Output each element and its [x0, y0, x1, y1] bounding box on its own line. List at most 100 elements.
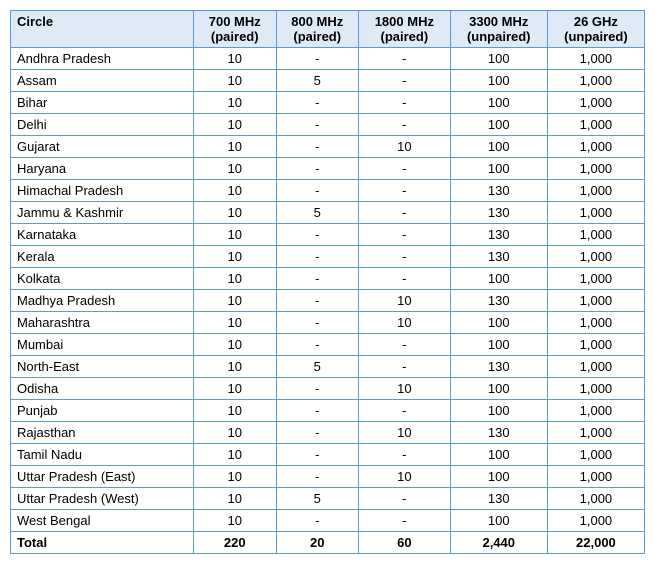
cell-800: - [276, 158, 359, 180]
cell-26: 1,000 [547, 488, 644, 510]
cell-800: - [276, 246, 359, 268]
table-row: Himachal Pradesh10--1301,000 [11, 180, 645, 202]
cell-26: 1,000 [547, 180, 644, 202]
cell-1800: - [359, 92, 451, 114]
col-header-3300-sub: (unpaired) [457, 29, 541, 44]
cell-1800: - [359, 444, 451, 466]
col-header-circle: Circle [11, 11, 194, 48]
cell-700: 10 [194, 136, 277, 158]
table-row: Maharashtra10-101001,000 [11, 312, 645, 334]
cell-1800: 10 [359, 312, 451, 334]
cell-26: 1,000 [547, 224, 644, 246]
circle-name: Odisha [11, 378, 194, 400]
cell-700: 10 [194, 510, 277, 532]
cell-700: 10 [194, 268, 277, 290]
cell-700: 10 [194, 334, 277, 356]
col-header-700-sub: (paired) [200, 29, 270, 44]
cell-800: - [276, 180, 359, 202]
header-row: Circle 700 MHz (paired) 800 MHz (paired)… [11, 11, 645, 48]
cell-26: 1,000 [547, 136, 644, 158]
table-row: Uttar Pradesh (East)10-101001,000 [11, 466, 645, 488]
cell-3300: 100 [450, 70, 547, 92]
cell-800: - [276, 444, 359, 466]
cell-800: - [276, 334, 359, 356]
cell-700: 10 [194, 114, 277, 136]
cell-3300: 100 [450, 510, 547, 532]
circle-name: Kolkata [11, 268, 194, 290]
circle-name: Haryana [11, 158, 194, 180]
cell-3300: 100 [450, 334, 547, 356]
cell-1800: 10 [359, 136, 451, 158]
cell-1800: - [359, 158, 451, 180]
cell-800: - [276, 378, 359, 400]
cell-1800: - [359, 334, 451, 356]
cell-800: - [276, 400, 359, 422]
cell-1800: - [359, 400, 451, 422]
circle-name: Uttar Pradesh (East) [11, 466, 194, 488]
table-row: Haryana10--1001,000 [11, 158, 645, 180]
cell-800: - [276, 268, 359, 290]
cell-800: - [276, 312, 359, 334]
cell-26: 1,000 [547, 114, 644, 136]
cell-26: 1,000 [547, 356, 644, 378]
col-header-3300: 3300 MHz (unpaired) [450, 11, 547, 48]
total-3300: 2,440 [450, 532, 547, 554]
cell-3300: 100 [450, 466, 547, 488]
cell-700: 10 [194, 466, 277, 488]
table-row: Tamil Nadu10--1001,000 [11, 444, 645, 466]
cell-1800: - [359, 510, 451, 532]
total-800: 20 [276, 532, 359, 554]
cell-700: 10 [194, 246, 277, 268]
cell-700: 10 [194, 444, 277, 466]
cell-1800: - [359, 268, 451, 290]
cell-26: 1,000 [547, 70, 644, 92]
table-row: Mumbai10--1001,000 [11, 334, 645, 356]
cell-3300: 130 [450, 488, 547, 510]
cell-800: - [276, 510, 359, 532]
circle-name: Himachal Pradesh [11, 180, 194, 202]
cell-1800: 10 [359, 290, 451, 312]
cell-1800: 10 [359, 422, 451, 444]
cell-3300: 100 [450, 268, 547, 290]
total-1800: 60 [359, 532, 451, 554]
table-row: Assam105-1001,000 [11, 70, 645, 92]
cell-3300: 130 [450, 224, 547, 246]
table-row: Andhra Pradesh10--1001,000 [11, 48, 645, 70]
cell-700: 10 [194, 48, 277, 70]
circle-name: Bihar [11, 92, 194, 114]
cell-3300: 100 [450, 378, 547, 400]
cell-1800: - [359, 224, 451, 246]
cell-3300: 100 [450, 114, 547, 136]
circle-name: Rajasthan [11, 422, 194, 444]
circle-name: Maharashtra [11, 312, 194, 334]
col-header-3300-top: 3300 MHz [457, 14, 541, 29]
circle-name: Madhya Pradesh [11, 290, 194, 312]
cell-26: 1,000 [547, 202, 644, 224]
col-header-26: 26 GHz (unpaired) [547, 11, 644, 48]
table-row: North-East105-1301,000 [11, 356, 645, 378]
table-row: Bihar10--1001,000 [11, 92, 645, 114]
cell-26: 1,000 [547, 158, 644, 180]
table-row: Odisha10-101001,000 [11, 378, 645, 400]
col-header-1800-sub: (paired) [365, 29, 444, 44]
cell-800: - [276, 92, 359, 114]
cell-1800: - [359, 114, 451, 136]
table-row: Kolkata10--1001,000 [11, 268, 645, 290]
table-row: Punjab10--1001,000 [11, 400, 645, 422]
col-header-800: 800 MHz (paired) [276, 11, 359, 48]
cell-700: 10 [194, 224, 277, 246]
cell-3300: 100 [450, 312, 547, 334]
table-row: Uttar Pradesh (West)105-1301,000 [11, 488, 645, 510]
circle-name: Delhi [11, 114, 194, 136]
cell-26: 1,000 [547, 400, 644, 422]
cell-3300: 130 [450, 290, 547, 312]
circle-name: West Bengal [11, 510, 194, 532]
cell-800: 5 [276, 488, 359, 510]
cell-1800: - [359, 48, 451, 70]
circle-name: Jammu & Kashmir [11, 202, 194, 224]
cell-700: 10 [194, 312, 277, 334]
cell-700: 10 [194, 488, 277, 510]
col-header-800-sub: (paired) [283, 29, 353, 44]
cell-700: 10 [194, 92, 277, 114]
col-header-circle-label: Circle [17, 14, 53, 29]
